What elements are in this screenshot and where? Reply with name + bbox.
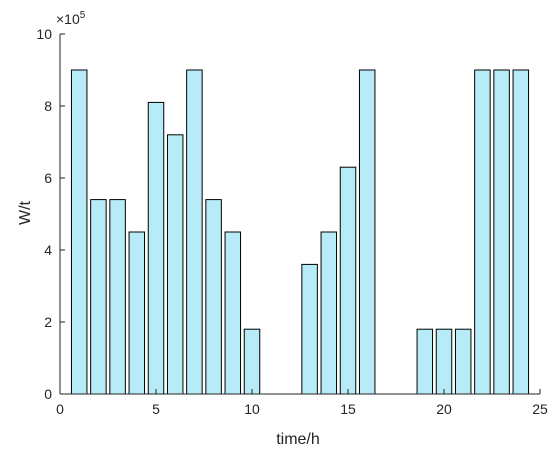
- x-tick-label-25: 25: [532, 401, 548, 417]
- exponent-base: ×10: [56, 11, 80, 27]
- bar-hour-4: [128, 231, 146, 395]
- bar-hour-16: [358, 69, 376, 395]
- y-tick-label-4: 4: [44, 242, 52, 258]
- bar-hour-19: [416, 328, 434, 395]
- bar-hour-20: [435, 328, 453, 395]
- y-axis-label: W/t: [17, 200, 34, 225]
- x-tick-label-20: 20: [436, 401, 452, 417]
- bar-hour-5: [147, 101, 165, 395]
- y-tick-label-10: 10: [36, 26, 52, 42]
- bar-hour-2: [90, 199, 107, 395]
- x-tick-label-0: 0: [56, 401, 64, 417]
- bar-hour-13: [301, 263, 318, 395]
- x-axis-label: time/h: [276, 431, 320, 448]
- x-tick-label-5: 5: [152, 401, 160, 417]
- bar-hour-21: [454, 328, 472, 395]
- bar-hour-1: [70, 69, 88, 395]
- exponent-label: ×105: [56, 10, 86, 27]
- y-tick-label-0: 0: [44, 386, 52, 402]
- bar-hour-8: [205, 199, 222, 395]
- bar-hour-15: [339, 166, 357, 395]
- bar-hour-3: [109, 199, 126, 395]
- axes-layer: 0 5 10 15 20 25 0 2 4 6 8 10: [36, 26, 548, 417]
- bar-hour-14: [320, 231, 338, 395]
- bar-hour-24: [512, 69, 530, 395]
- bar-hour-22: [474, 69, 491, 395]
- bar-hour-7: [186, 69, 203, 395]
- y-tick-label-2: 2: [44, 314, 52, 330]
- bar-hour-6: [166, 134, 184, 395]
- x-tick-label-15: 15: [340, 401, 356, 417]
- bar-hour-23: [493, 69, 510, 395]
- y-tick-label-8: 8: [44, 98, 52, 114]
- bars-layer: [70, 69, 530, 395]
- y-tick-label-6: 6: [44, 170, 52, 186]
- x-tick-label-10: 10: [244, 401, 260, 417]
- exponent-power: 5: [80, 10, 86, 21]
- bar-hour-9: [224, 231, 242, 395]
- bar-hour-10: [243, 328, 261, 395]
